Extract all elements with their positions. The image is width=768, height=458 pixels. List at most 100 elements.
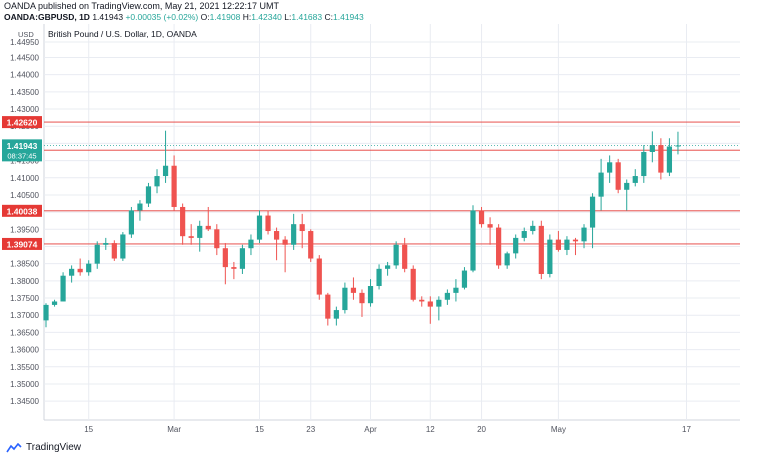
candle-body[interactable] <box>496 227 502 266</box>
candle-body[interactable] <box>94 244 100 264</box>
candle-body[interactable] <box>615 162 621 190</box>
candle[interactable] <box>598 158 604 211</box>
candle[interactable] <box>265 210 271 235</box>
candle[interactable] <box>103 237 109 250</box>
candle-body[interactable] <box>624 182 630 190</box>
candle-body[interactable] <box>538 225 544 274</box>
candle[interactable] <box>478 206 485 228</box>
candle[interactable] <box>496 224 502 269</box>
candle-body[interactable] <box>589 196 596 228</box>
candle-body[interactable] <box>649 145 655 152</box>
candle[interactable] <box>530 220 536 235</box>
candle-body[interactable] <box>402 244 408 269</box>
candle-body[interactable] <box>69 268 75 276</box>
candle-body[interactable] <box>376 268 382 287</box>
candle-body[interactable] <box>77 268 83 273</box>
candle-body[interactable] <box>197 225 203 238</box>
candle-body[interactable] <box>316 258 322 295</box>
candle[interactable] <box>658 138 664 180</box>
candle-body[interactable] <box>188 236 194 238</box>
candle-body[interactable] <box>180 206 186 237</box>
candle-body[interactable] <box>350 287 357 293</box>
candle[interactable] <box>453 279 459 302</box>
candle[interactable] <box>120 232 126 261</box>
candle-body[interactable] <box>572 239 579 242</box>
candle[interactable] <box>137 200 143 221</box>
price-axis[interactable]: 1.34500 1.35000 1.35500 1.36000 1.36500 1.370… <box>10 30 39 406</box>
candle-body[interactable] <box>342 287 348 311</box>
candle-body[interactable] <box>478 210 485 225</box>
candle-body[interactable] <box>666 146 673 173</box>
candle-body[interactable] <box>675 145 681 147</box>
candle[interactable] <box>180 203 186 245</box>
candle-body[interactable] <box>299 224 305 232</box>
candle-body[interactable] <box>385 265 391 269</box>
candle-body[interactable] <box>607 162 613 173</box>
candle-body[interactable] <box>282 239 288 245</box>
candle-body[interactable] <box>273 231 280 240</box>
candle-body[interactable] <box>658 145 664 173</box>
candle-body[interactable] <box>325 294 331 319</box>
candle[interactable] <box>325 292 331 326</box>
candle[interactable] <box>214 224 220 256</box>
candle-body[interactable] <box>521 231 527 238</box>
candle-body[interactable] <box>470 210 476 271</box>
candle[interactable] <box>205 206 211 232</box>
candle-body[interactable] <box>256 215 263 240</box>
candle[interactable] <box>299 213 305 249</box>
candle-body[interactable] <box>205 225 211 230</box>
candle[interactable] <box>504 251 510 269</box>
candle[interactable] <box>444 289 450 305</box>
candle[interactable] <box>333 306 339 326</box>
candle-body[interactable] <box>641 151 647 177</box>
candle-body[interactable] <box>214 229 220 249</box>
candle-body[interactable] <box>291 224 297 245</box>
candle[interactable] <box>419 296 425 307</box>
candle[interactable] <box>231 261 237 280</box>
candle[interactable] <box>675 131 681 155</box>
candle[interactable] <box>51 299 58 307</box>
candle[interactable] <box>145 182 152 207</box>
candle[interactable] <box>376 264 382 290</box>
candle-body[interactable] <box>598 172 604 197</box>
candle[interactable] <box>342 282 348 314</box>
candle[interactable] <box>188 224 194 245</box>
candle[interactable] <box>624 179 630 211</box>
candle[interactable] <box>632 169 638 187</box>
candle[interactable] <box>666 138 673 177</box>
candle[interactable] <box>487 217 493 245</box>
candle[interactable] <box>248 234 254 256</box>
candle[interactable] <box>350 277 357 300</box>
candle-body[interactable] <box>427 301 433 307</box>
candle-body[interactable] <box>308 231 314 259</box>
candle[interactable] <box>581 224 587 249</box>
candle-body[interactable] <box>171 165 177 207</box>
candle-body[interactable] <box>154 176 160 187</box>
candle[interactable] <box>385 261 391 276</box>
candle-body[interactable] <box>436 299 442 307</box>
candle-body[interactable] <box>111 243 117 259</box>
time-axis[interactable]: 15 Mar 15 23 Apr 12 20 May 17 <box>84 425 691 434</box>
candle-body[interactable] <box>487 224 493 228</box>
candle-body[interactable] <box>51 301 58 305</box>
candle[interactable] <box>470 205 476 273</box>
candles[interactable] <box>43 130 681 328</box>
candle-body[interactable] <box>86 263 92 273</box>
candle-body[interactable] <box>60 275 66 302</box>
candle[interactable] <box>513 234 519 259</box>
candle[interactable] <box>410 265 416 302</box>
candle-body[interactable] <box>564 239 570 250</box>
candle[interactable] <box>94 241 100 269</box>
candle[interactable] <box>86 260 92 276</box>
candle-body[interactable] <box>333 310 339 319</box>
candle[interactable] <box>308 229 314 262</box>
candle[interactable] <box>641 145 647 183</box>
candle[interactable] <box>60 272 66 302</box>
candle[interactable] <box>162 130 169 183</box>
candle[interactable] <box>239 244 246 274</box>
tradingview-logo[interactable]: TradingView <box>6 442 81 453</box>
candle-body[interactable] <box>137 203 143 211</box>
candle[interactable] <box>282 236 288 273</box>
candle[interactable] <box>402 237 408 273</box>
